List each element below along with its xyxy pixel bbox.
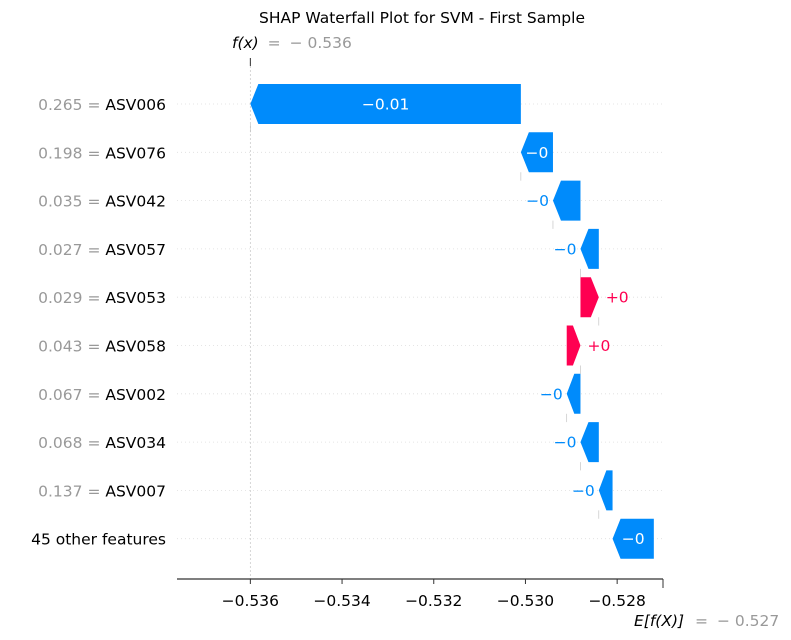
feature-value: 0.029 = (38, 289, 105, 307)
x-tick-label: −0.534 (313, 592, 370, 610)
fx-name: f(x) (232, 34, 259, 52)
feature-name: ASV006 (105, 96, 166, 114)
feature-label: 0.043 = ASV058 (38, 338, 166, 356)
svg-text:f(x) = − 0.536: f(x) = − 0.536 (232, 34, 352, 52)
efx-label: E[f(X)] = − 0.527 (634, 612, 779, 630)
positive-bar (580, 277, 599, 318)
feature-name: ASV042 (105, 193, 166, 211)
bar-value-label: −0 (554, 240, 577, 258)
x-tick-label: −0.530 (497, 592, 554, 610)
feature-name: ASV007 (105, 482, 166, 500)
feature-label: 0.265 = ASV006 (38, 96, 166, 114)
gridlines (177, 103, 663, 540)
negative-bar (580, 422, 599, 463)
bar-value-label: +0 (587, 337, 610, 355)
negative-bar (580, 228, 599, 269)
feature-label: 0.137 = ASV007 (38, 482, 166, 500)
feature-label: 0.068 = ASV034 (38, 434, 166, 452)
bar-value-label: −0 (622, 530, 645, 548)
feature-value: 0.043 = (38, 338, 105, 356)
feature-label: 0.027 = ASV057 (38, 241, 166, 259)
negative-bar (250, 84, 521, 124)
feature-label: 45 other features (31, 531, 166, 549)
reference-lines (249, 58, 664, 588)
positive-bar (566, 325, 581, 366)
negative-bar (552, 180, 581, 221)
bar-value-label: −0 (540, 385, 563, 403)
feature-value: 0.035 = (38, 193, 105, 211)
bars: −0.01 −0 −0 −0 +0 +0 −0 −0 −0 −0 (250, 84, 654, 559)
feature-name: ASV057 (105, 241, 166, 259)
chart-title: SHAP Waterfall Plot for SVM - First Samp… (259, 9, 585, 27)
bar-value-label: −0 (525, 144, 548, 162)
x-tick-label: −0.536 (222, 592, 279, 610)
bar-value-label: −0 (572, 482, 595, 500)
negative-bar (566, 373, 581, 414)
feature-value: 0.265 = (38, 96, 105, 114)
feature-label: 0.029 = ASV053 (38, 289, 166, 307)
feature-label: 0.067 = ASV002 (38, 386, 166, 404)
feature-name: 45 other features (31, 531, 166, 549)
feature-value: 0.068 = (38, 434, 105, 452)
negative-bar (612, 518, 654, 559)
negative-bar (520, 132, 553, 173)
feature-value: 0.198 = (38, 144, 105, 162)
fx-label: f(x) = − 0.536 (232, 34, 352, 52)
feature-label: 0.198 = ASV076 (38, 144, 166, 162)
feature-name: ASV058 (105, 338, 166, 356)
x-axis: −0.536 −0.534 −0.532 −0.530 −0.528 (177, 578, 663, 610)
x-tick-label: −0.532 (405, 592, 462, 610)
bar-value-label: −0.01 (362, 96, 410, 114)
x-tick-label: −0.528 (588, 592, 645, 610)
bar-value-label: −0 (526, 192, 549, 210)
feature-value: 0.027 = (38, 241, 105, 259)
svg-text:E[f(X)] = − 0.527: E[f(X)] = − 0.527 (634, 612, 779, 630)
efx-name: E[f(X)] (634, 612, 684, 630)
efx-value: − 0.527 (717, 612, 779, 630)
bar-value-label: +0 (606, 289, 629, 307)
feature-name: ASV034 (105, 434, 166, 452)
feature-value: 0.137 = (38, 482, 105, 500)
feature-label: 0.035 = ASV042 (38, 193, 166, 211)
fx-value: − 0.536 (290, 34, 352, 52)
feature-name: ASV053 (105, 289, 166, 307)
feature-name: ASV076 (105, 144, 166, 162)
feature-value: 0.067 = (38, 386, 105, 404)
feature-name: ASV002 (105, 386, 166, 404)
negative-bar (598, 470, 613, 511)
feature-labels: 0.265 = ASV006 0.198 = ASV076 0.035 = ASV0… (31, 96, 166, 549)
bar-value-label: −0 (554, 434, 577, 452)
